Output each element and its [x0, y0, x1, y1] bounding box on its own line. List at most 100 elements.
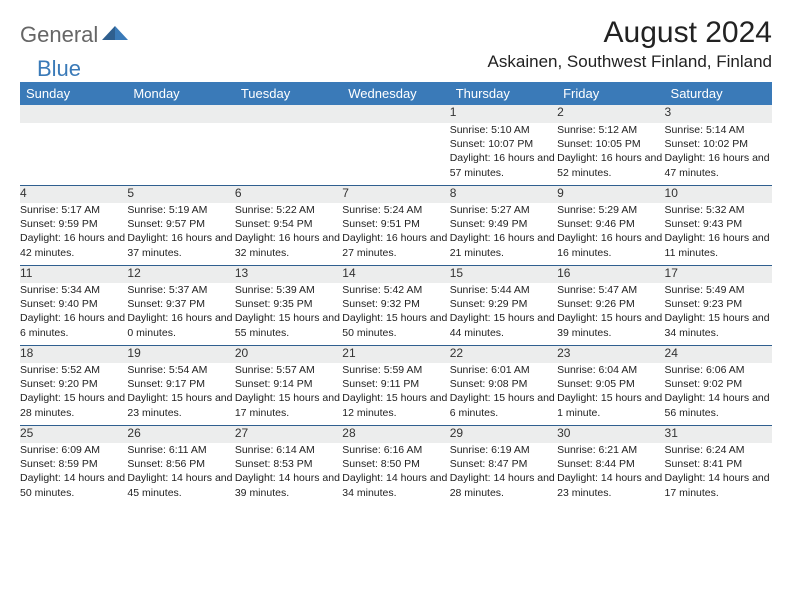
- sunset-text: Sunset: 9:23 PM: [665, 297, 772, 311]
- day-number-cell: 20: [235, 345, 342, 363]
- daylight-text: Daylight: 16 hours and 32 minutes.: [235, 231, 342, 259]
- day-info-row: Sunrise: 5:52 AMSunset: 9:20 PMDaylight:…: [20, 363, 772, 425]
- day-number-cell: 14: [342, 265, 449, 283]
- sunrise-text: Sunrise: 6:06 AM: [665, 363, 772, 377]
- day-number-cell: 31: [665, 425, 772, 443]
- daylight-text: Daylight: 14 hours and 28 minutes.: [450, 471, 557, 499]
- sunrise-text: Sunrise: 5:22 AM: [235, 203, 342, 217]
- sunrise-text: Sunrise: 5:39 AM: [235, 283, 342, 297]
- day-info-cell: Sunrise: 5:24 AMSunset: 9:51 PMDaylight:…: [342, 203, 449, 265]
- sunrise-text: Sunrise: 5:27 AM: [450, 203, 557, 217]
- sunrise-text: Sunrise: 5:54 AM: [127, 363, 234, 377]
- daylight-text: Daylight: 16 hours and 52 minutes.: [557, 151, 664, 179]
- day-info-cell: Sunrise: 6:11 AMSunset: 8:56 PMDaylight:…: [127, 443, 234, 505]
- sunset-text: Sunset: 9:32 PM: [342, 297, 449, 311]
- daylight-text: Daylight: 14 hours and 45 minutes.: [127, 471, 234, 499]
- day-number-row: 18192021222324: [20, 345, 772, 363]
- day-number-cell: [127, 105, 234, 123]
- day-number-cell: 13: [235, 265, 342, 283]
- sunrise-text: Sunrise: 5:37 AM: [127, 283, 234, 297]
- day-info-row: Sunrise: 6:09 AMSunset: 8:59 PMDaylight:…: [20, 443, 772, 505]
- daylight-text: Daylight: 15 hours and 55 minutes.: [235, 311, 342, 339]
- day-info-cell: Sunrise: 5:34 AMSunset: 9:40 PMDaylight:…: [20, 283, 127, 345]
- sunrise-text: Sunrise: 6:11 AM: [127, 443, 234, 457]
- daylight-text: Daylight: 14 hours and 50 minutes.: [20, 471, 127, 499]
- daylight-text: Daylight: 14 hours and 23 minutes.: [557, 471, 664, 499]
- day-number-cell: 9: [557, 185, 664, 203]
- logo-mark-icon: [102, 22, 128, 40]
- sunrise-text: Sunrise: 5:12 AM: [557, 123, 664, 137]
- day-number-cell: 11: [20, 265, 127, 283]
- sunset-text: Sunset: 10:05 PM: [557, 137, 664, 151]
- day-info-cell: Sunrise: 6:24 AMSunset: 8:41 PMDaylight:…: [665, 443, 772, 505]
- daylight-text: Daylight: 14 hours and 56 minutes.: [665, 391, 772, 419]
- daylight-text: Daylight: 16 hours and 57 minutes.: [450, 151, 557, 179]
- sunrise-text: Sunrise: 5:34 AM: [20, 283, 127, 297]
- sunrise-text: Sunrise: 6:24 AM: [665, 443, 772, 457]
- sunset-text: Sunset: 9:02 PM: [665, 377, 772, 391]
- sunset-text: Sunset: 9:54 PM: [235, 217, 342, 231]
- weekday-header: Monday: [127, 82, 234, 105]
- logo-text-1: General: [20, 22, 98, 48]
- sunset-text: Sunset: 9:26 PM: [557, 297, 664, 311]
- day-info-cell: Sunrise: 5:37 AMSunset: 9:37 PMDaylight:…: [127, 283, 234, 345]
- logo-text-2: Blue: [37, 56, 81, 82]
- sunrise-text: Sunrise: 5:49 AM: [665, 283, 772, 297]
- day-info-row: Sunrise: 5:10 AMSunset: 10:07 PMDaylight…: [20, 123, 772, 185]
- day-info-cell: Sunrise: 5:29 AMSunset: 9:46 PMDaylight:…: [557, 203, 664, 265]
- daylight-text: Daylight: 14 hours and 34 minutes.: [342, 471, 449, 499]
- sunset-text: Sunset: 9:35 PM: [235, 297, 342, 311]
- logo-line2: Blue: [37, 56, 81, 82]
- day-number-cell: 27: [235, 425, 342, 443]
- daylight-text: Daylight: 15 hours and 12 minutes.: [342, 391, 449, 419]
- day-info-cell: Sunrise: 5:27 AMSunset: 9:49 PMDaylight:…: [450, 203, 557, 265]
- day-info-cell: [127, 123, 234, 185]
- sunset-text: Sunset: 9:43 PM: [665, 217, 772, 231]
- sunset-text: Sunset: 8:41 PM: [665, 457, 772, 471]
- calendar-table: Sunday Monday Tuesday Wednesday Thursday…: [20, 82, 772, 505]
- day-number-cell: 4: [20, 185, 127, 203]
- daylight-text: Daylight: 16 hours and 27 minutes.: [342, 231, 449, 259]
- sunset-text: Sunset: 10:02 PM: [665, 137, 772, 151]
- sunrise-text: Sunrise: 5:24 AM: [342, 203, 449, 217]
- day-info-cell: Sunrise: 5:42 AMSunset: 9:32 PMDaylight:…: [342, 283, 449, 345]
- sunset-text: Sunset: 8:56 PM: [127, 457, 234, 471]
- day-info-cell: Sunrise: 5:47 AMSunset: 9:26 PMDaylight:…: [557, 283, 664, 345]
- day-info-cell: [342, 123, 449, 185]
- day-info-cell: [235, 123, 342, 185]
- sunrise-text: Sunrise: 6:01 AM: [450, 363, 557, 377]
- daylight-text: Daylight: 16 hours and 6 minutes.: [20, 311, 127, 339]
- day-number-cell: 29: [450, 425, 557, 443]
- sunrise-text: Sunrise: 5:19 AM: [127, 203, 234, 217]
- sunset-text: Sunset: 9:40 PM: [20, 297, 127, 311]
- day-info-cell: Sunrise: 6:21 AMSunset: 8:44 PMDaylight:…: [557, 443, 664, 505]
- daylight-text: Daylight: 15 hours and 23 minutes.: [127, 391, 234, 419]
- sunset-text: Sunset: 9:49 PM: [450, 217, 557, 231]
- daylight-text: Daylight: 16 hours and 16 minutes.: [557, 231, 664, 259]
- day-number-cell: 15: [450, 265, 557, 283]
- day-number-cell: 21: [342, 345, 449, 363]
- daylight-text: Daylight: 15 hours and 28 minutes.: [20, 391, 127, 419]
- day-number-cell: 22: [450, 345, 557, 363]
- weekday-header: Saturday: [665, 82, 772, 105]
- day-number-cell: 10: [665, 185, 772, 203]
- sunset-text: Sunset: 8:44 PM: [557, 457, 664, 471]
- day-info-row: Sunrise: 5:17 AMSunset: 9:59 PMDaylight:…: [20, 203, 772, 265]
- day-number-cell: 17: [665, 265, 772, 283]
- sunrise-text: Sunrise: 5:59 AM: [342, 363, 449, 377]
- day-number-cell: 2: [557, 105, 664, 123]
- day-number-cell: 26: [127, 425, 234, 443]
- logo: General: [20, 22, 128, 48]
- sunrise-text: Sunrise: 5:32 AM: [665, 203, 772, 217]
- day-number-cell: 6: [235, 185, 342, 203]
- day-info-cell: Sunrise: 5:14 AMSunset: 10:02 PMDaylight…: [665, 123, 772, 185]
- day-info-cell: Sunrise: 6:04 AMSunset: 9:05 PMDaylight:…: [557, 363, 664, 425]
- day-info-cell: Sunrise: 6:16 AMSunset: 8:50 PMDaylight:…: [342, 443, 449, 505]
- sunrise-text: Sunrise: 5:29 AM: [557, 203, 664, 217]
- daylight-text: Daylight: 16 hours and 42 minutes.: [20, 231, 127, 259]
- weekday-header: Tuesday: [235, 82, 342, 105]
- day-number-cell: [20, 105, 127, 123]
- day-info-cell: Sunrise: 6:14 AMSunset: 8:53 PMDaylight:…: [235, 443, 342, 505]
- sunrise-text: Sunrise: 5:10 AM: [450, 123, 557, 137]
- day-info-cell: Sunrise: 5:32 AMSunset: 9:43 PMDaylight:…: [665, 203, 772, 265]
